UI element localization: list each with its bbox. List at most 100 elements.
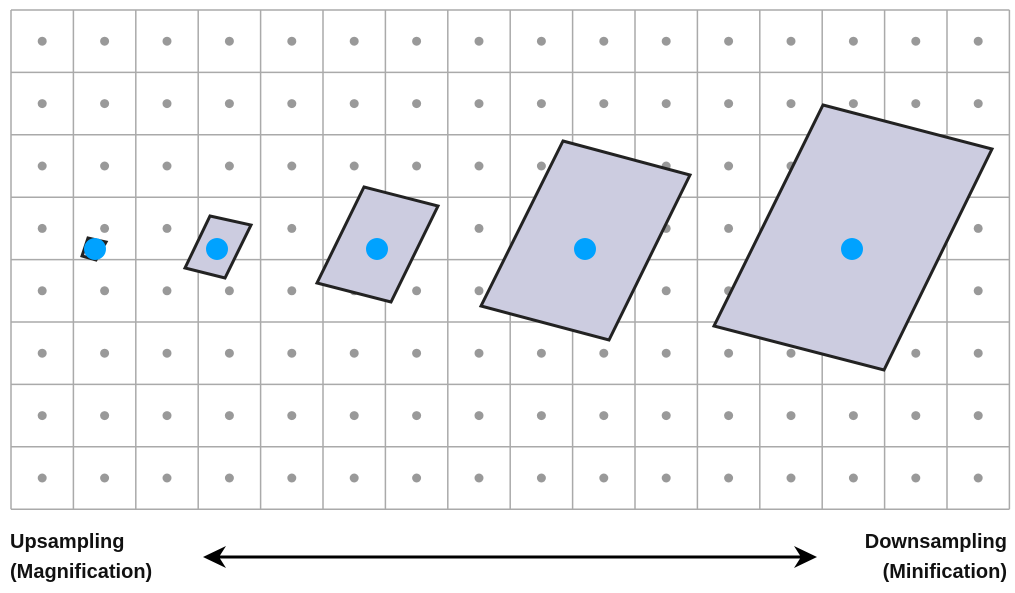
- pixel-sample-dot: [287, 348, 297, 358]
- pixel-sample-dot: [911, 36, 921, 46]
- pixel-sample-dot: [911, 411, 921, 421]
- pixel-sample-dot: [973, 411, 983, 421]
- pixel-sample-dot: [661, 473, 671, 483]
- pixel-sample-dot: [100, 161, 110, 171]
- pixel-sample-dot: [724, 36, 734, 46]
- pixel-sample-dot: [287, 99, 297, 109]
- pixel-sample-dot: [661, 99, 671, 109]
- downsampling-label: Downsampling (Minification): [865, 527, 1007, 587]
- arrow-head-left: [203, 546, 226, 568]
- pixel-sample-dot: [100, 36, 110, 46]
- pixel-sample-dot: [536, 99, 546, 109]
- pixel-sample-dot: [474, 348, 484, 358]
- pixel-sample-dot: [724, 161, 734, 171]
- pixel-sample-dot: [474, 99, 484, 109]
- pixel-sample-dot: [287, 161, 297, 171]
- pixel-sample-dot: [100, 286, 110, 296]
- magnification-subtitle: (Magnification): [10, 561, 153, 583]
- pixel-sample-dot: [100, 473, 110, 483]
- pixel-sample-dot: [37, 36, 47, 46]
- pixel-sample-dot: [224, 161, 234, 171]
- pixel-sample-dot: [973, 286, 983, 296]
- pixel-sample-dot: [412, 473, 422, 483]
- pixel-sample-dot: [349, 473, 359, 483]
- pixel-sample-dot: [349, 99, 359, 109]
- pixel-sample-dot: [661, 348, 671, 358]
- pixel-sample-dot: [474, 36, 484, 46]
- pixel-sample-dot: [786, 348, 796, 358]
- pixel-sample-dot: [536, 36, 546, 46]
- pixel-sample-dot: [287, 473, 297, 483]
- pixel-sample-dot: [100, 223, 110, 233]
- pixel-sample-dot: [162, 348, 172, 358]
- pixel-sample-dot: [724, 99, 734, 109]
- sample-center-dot: [84, 238, 106, 260]
- pixel-sample-dot: [724, 473, 734, 483]
- pixel-sample-dot: [599, 348, 609, 358]
- pixel-sample-dot: [162, 161, 172, 171]
- pixel-sample-dot: [37, 348, 47, 358]
- sample-center-dot: [366, 238, 388, 260]
- pixel-sample-dot: [37, 473, 47, 483]
- minification-subtitle: (Minification): [882, 561, 1007, 583]
- pixel-sample-dot: [37, 161, 47, 171]
- pixel-sample-dot: [661, 36, 671, 46]
- pixel-sample-dot: [848, 99, 858, 109]
- pixel-sample-dot: [474, 286, 484, 296]
- pixel-sample-dot: [599, 473, 609, 483]
- pixel-sample-dot: [412, 348, 422, 358]
- pixel-sample-dot: [536, 473, 546, 483]
- pixel-sample-dot: [536, 161, 546, 171]
- pixel-sample-dot: [162, 36, 172, 46]
- pixel-sample-dot: [724, 411, 734, 421]
- pixel-footprint: [711, 103, 995, 372]
- pixel-sample-dot: [287, 223, 297, 233]
- pixel-sample-dot: [474, 223, 484, 233]
- sample-center-dot: [206, 238, 228, 260]
- pixel-sample-dot: [536, 348, 546, 358]
- pixel-sample-dot: [848, 411, 858, 421]
- pixel-sample-dot: [661, 286, 671, 296]
- pixel-sample-dot: [224, 99, 234, 109]
- pixel-sample-dot: [661, 411, 671, 421]
- pixel-sample-dot: [224, 411, 234, 421]
- pixel-sample-dot: [37, 411, 47, 421]
- pixel-sample-dot: [224, 348, 234, 358]
- pixel-sample-dot: [911, 99, 921, 109]
- pixel-sample-dot: [100, 348, 110, 358]
- pixel-sample-dot: [786, 36, 796, 46]
- pixel-sample-dot: [911, 348, 921, 358]
- pixel-sample-dot: [162, 473, 172, 483]
- pixel-sample-dot: [599, 36, 609, 46]
- pixel-sample-dot: [349, 348, 359, 358]
- pixel-sample-dot: [973, 348, 983, 358]
- pixel-sample-dot: [37, 99, 47, 109]
- pixel-sample-dot: [412, 161, 422, 171]
- upsampling-title: Upsampling: [10, 531, 125, 553]
- pixel-sample-dot: [474, 411, 484, 421]
- pixel-sample-dot: [224, 286, 234, 296]
- pixel-sample-dot: [973, 223, 983, 233]
- pixel-sample-dot: [412, 99, 422, 109]
- pixel-sample-dot: [786, 411, 796, 421]
- sample-center-dot: [574, 238, 596, 260]
- arrow-head-right: [794, 546, 817, 568]
- pixel-sample-dot: [412, 411, 422, 421]
- pixel-sample-dot: [724, 223, 734, 233]
- pixel-sample-dot: [848, 473, 858, 483]
- pixel-sample-dot: [287, 411, 297, 421]
- pixel-sample-dot: [786, 99, 796, 109]
- pixel-sample-dot: [100, 411, 110, 421]
- pixel-sample-dot: [349, 161, 359, 171]
- pixel-sample-dot: [724, 348, 734, 358]
- pixel-sample-dot: [786, 473, 796, 483]
- pixel-sample-dot: [973, 99, 983, 109]
- sample-center-dot: [841, 238, 863, 260]
- downsampling-title: Downsampling: [864, 531, 1007, 553]
- pixel-sample-dot: [474, 473, 484, 483]
- pixel-sample-dot: [162, 223, 172, 233]
- pixel-sample-dot: [536, 411, 546, 421]
- pixel-sample-dot: [162, 411, 172, 421]
